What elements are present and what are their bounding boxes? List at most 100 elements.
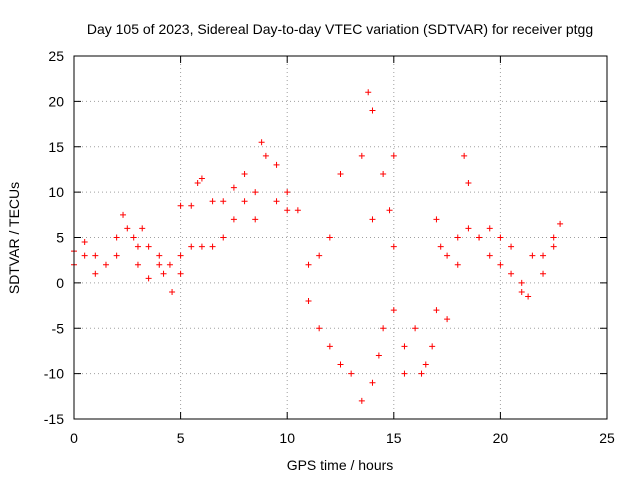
y-axis-label: SDTVAR / TECUs — [6, 182, 22, 294]
data-point — [422, 361, 429, 368]
y-tick-label: -10 — [44, 366, 64, 382]
x-tick-label: 15 — [386, 430, 402, 446]
data-point — [337, 361, 344, 368]
data-point — [305, 261, 312, 268]
data-point — [113, 252, 120, 259]
data-point — [390, 243, 397, 250]
data-point — [369, 379, 376, 386]
data-point — [194, 180, 201, 187]
data-point — [316, 252, 323, 259]
y-tick-label: -15 — [44, 411, 64, 427]
data-point — [444, 252, 451, 259]
data-point — [433, 216, 440, 223]
data-point — [92, 270, 99, 277]
data-point — [337, 170, 344, 177]
data-point — [188, 243, 195, 250]
data-point — [241, 198, 248, 205]
data-point — [156, 261, 163, 268]
data-point — [160, 270, 167, 277]
data-point — [177, 252, 184, 259]
data-point — [230, 184, 237, 191]
data-point — [177, 270, 184, 277]
data-point — [390, 307, 397, 314]
data-point — [316, 325, 323, 332]
data-point — [326, 234, 333, 241]
x-tick-label: 5 — [177, 430, 185, 446]
data-point — [486, 225, 493, 232]
data-point — [252, 189, 259, 196]
data-point — [508, 270, 515, 277]
data-point — [550, 234, 557, 241]
data-point — [358, 152, 365, 159]
data-point — [284, 207, 291, 214]
data-point — [525, 293, 532, 300]
data-point — [550, 243, 557, 250]
data-point — [130, 234, 137, 241]
x-tick-label: 10 — [279, 430, 295, 446]
x-axis-label: GPS time / hours — [287, 457, 394, 473]
data-point — [518, 288, 525, 295]
data-point — [540, 270, 547, 277]
y-tick-label: 5 — [56, 230, 64, 246]
data-point — [166, 261, 173, 268]
data-point — [465, 225, 472, 232]
data-point — [540, 252, 547, 259]
data-point — [529, 252, 536, 259]
data-point — [454, 234, 461, 241]
data-point — [241, 170, 248, 177]
data-point — [156, 252, 163, 259]
y-tick-label: 15 — [48, 139, 64, 155]
data-point — [188, 202, 195, 209]
data-point — [412, 325, 419, 332]
data-point — [369, 107, 376, 114]
data-point — [294, 207, 301, 214]
y-tick-label: -5 — [52, 320, 65, 336]
data-point — [139, 225, 146, 232]
chart-title: Day 105 of 2023, Sidereal Day-to-day VTE… — [87, 21, 593, 37]
x-tick-label: 0 — [70, 430, 78, 446]
data-point — [369, 216, 376, 223]
data-point — [508, 243, 515, 250]
y-tick-labels: -15 -10 -5 0 5 10 15 20 25 — [44, 48, 64, 427]
data-point — [258, 139, 265, 146]
x-tick-labels: 0 5 10 15 20 25 — [70, 430, 615, 446]
data-point — [486, 252, 493, 259]
x-tick-label: 20 — [493, 430, 509, 446]
data-point — [273, 198, 280, 205]
data-point — [81, 252, 88, 259]
data-point — [145, 243, 152, 250]
data-point — [209, 198, 216, 205]
data-point — [305, 298, 312, 305]
data-point — [380, 170, 387, 177]
data-point — [454, 261, 461, 268]
data-points — [71, 89, 564, 404]
data-point — [273, 161, 280, 168]
data-point — [177, 202, 184, 209]
data-point — [390, 152, 397, 159]
data-point — [437, 243, 444, 250]
data-point — [358, 397, 365, 404]
data-point — [145, 275, 152, 282]
data-point — [497, 261, 504, 268]
y-tick-label: 25 — [48, 48, 64, 64]
data-point — [134, 261, 141, 268]
data-point — [401, 370, 408, 377]
y-tick-label: 0 — [56, 275, 64, 291]
y-tick-label: 10 — [48, 184, 64, 200]
data-point — [557, 220, 564, 227]
data-point — [461, 152, 468, 159]
data-point — [220, 234, 227, 241]
data-point — [124, 225, 131, 232]
data-point — [476, 234, 483, 241]
data-point — [134, 243, 141, 250]
data-point — [497, 234, 504, 241]
grid-lines — [74, 56, 607, 419]
data-point — [92, 252, 99, 259]
data-point — [169, 288, 176, 295]
data-point — [326, 343, 333, 350]
data-point — [375, 352, 382, 359]
data-point — [198, 175, 205, 182]
data-point — [209, 243, 216, 250]
data-point — [429, 343, 436, 350]
